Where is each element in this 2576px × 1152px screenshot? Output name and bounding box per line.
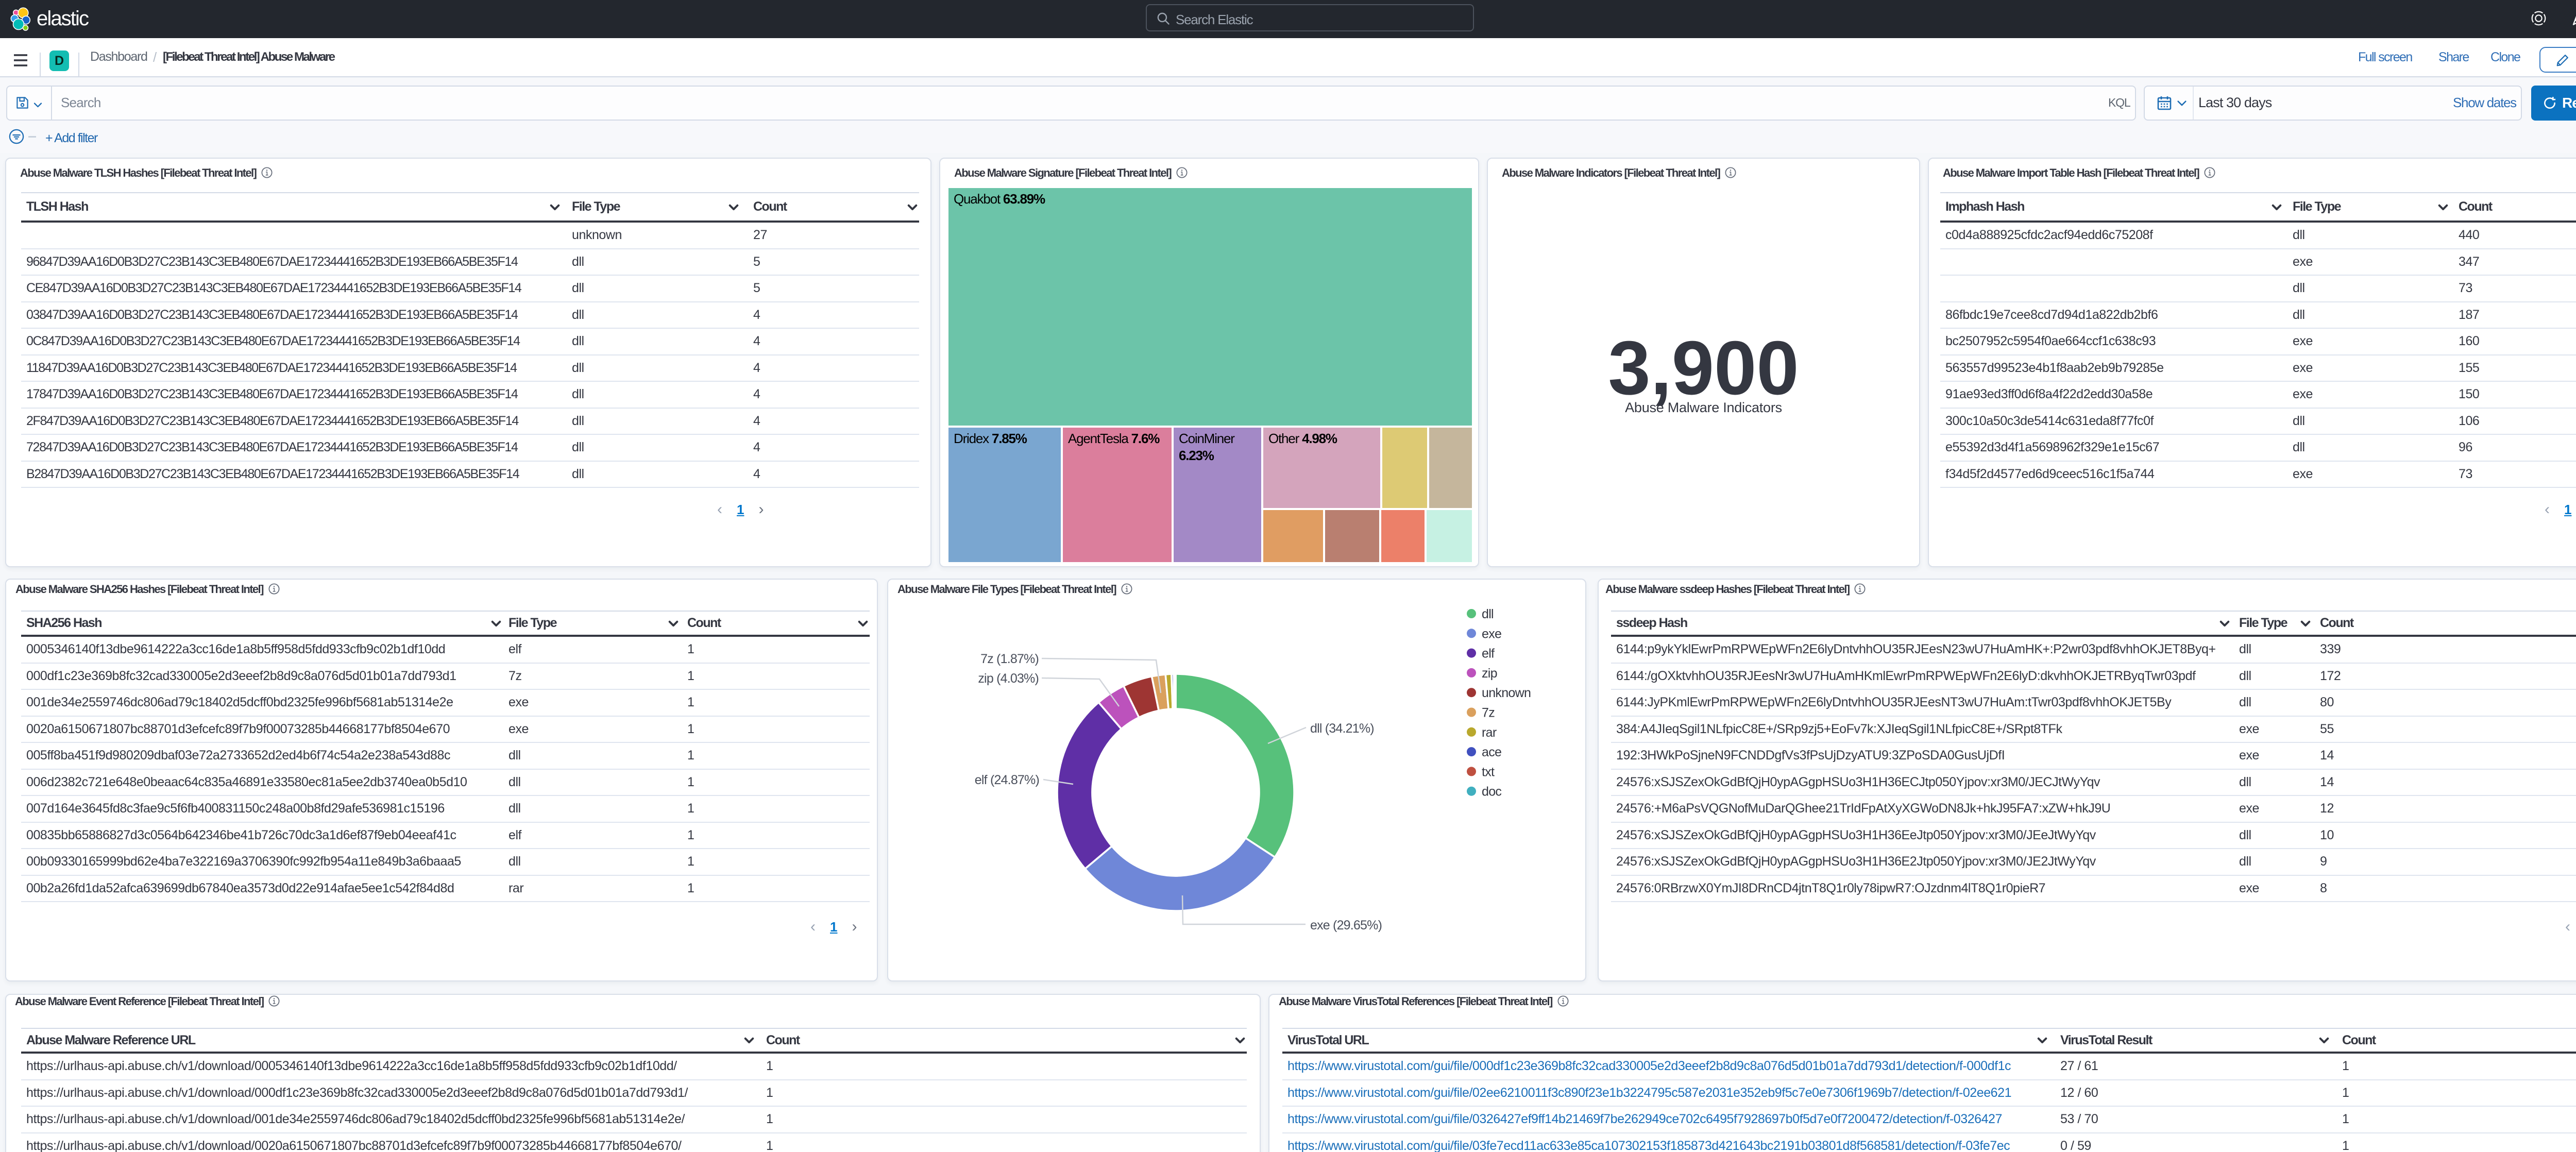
svg-text:zip (4.03%): zip (4.03%) <box>978 671 1039 686</box>
svg-text:dll (34.21%): dll (34.21%) <box>1310 721 1374 736</box>
svg-text:zip: zip <box>1482 666 1497 681</box>
svg-text:dll: dll <box>1482 607 1494 621</box>
svg-text:unknown: unknown <box>1482 686 1531 700</box>
svg-text:elf: elf <box>1482 647 1495 661</box>
svg-text:elf (24.87%): elf (24.87%) <box>975 773 1039 787</box>
svg-text:exe (29.65%): exe (29.65%) <box>1310 918 1382 933</box>
svg-text:ace: ace <box>1482 745 1501 759</box>
svg-text:txt: txt <box>1482 765 1495 779</box>
svg-text:7z: 7z <box>1482 706 1495 720</box>
svg-text:doc: doc <box>1482 785 1501 799</box>
svg-text:7z (1.87%): 7z (1.87%) <box>980 652 1039 666</box>
svg-text:rar: rar <box>1482 725 1497 740</box>
svg-text:exe: exe <box>1482 626 1501 641</box>
